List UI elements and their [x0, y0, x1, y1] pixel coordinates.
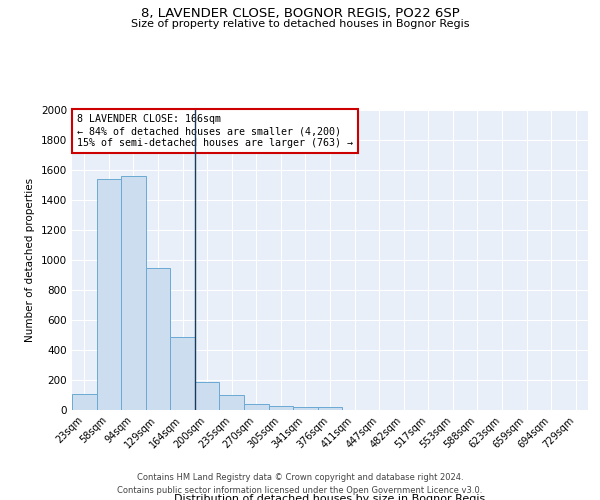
- Text: Size of property relative to detached houses in Bognor Regis: Size of property relative to detached ho…: [131, 19, 469, 29]
- Bar: [318, 407, 342, 410]
- Y-axis label: Number of detached properties: Number of detached properties: [25, 178, 35, 342]
- Bar: [195, 382, 220, 410]
- Bar: [170, 336, 195, 410]
- Text: Contains HM Land Registry data © Crown copyright and database right 2024.
Contai: Contains HM Land Registry data © Crown c…: [118, 474, 482, 495]
- Bar: [97, 179, 121, 410]
- Bar: [293, 408, 318, 410]
- Text: 8, LAVENDER CLOSE, BOGNOR REGIS, PO22 6SP: 8, LAVENDER CLOSE, BOGNOR REGIS, PO22 6S…: [140, 8, 460, 20]
- Text: 8 LAVENDER CLOSE: 166sqm
← 84% of detached houses are smaller (4,200)
15% of sem: 8 LAVENDER CLOSE: 166sqm ← 84% of detach…: [77, 114, 353, 148]
- X-axis label: Distribution of detached houses by size in Bognor Regis: Distribution of detached houses by size …: [175, 494, 485, 500]
- Bar: [244, 404, 269, 410]
- Bar: [269, 406, 293, 410]
- Bar: [121, 176, 146, 410]
- Bar: [72, 394, 97, 410]
- Bar: [146, 268, 170, 410]
- Bar: [220, 395, 244, 410]
